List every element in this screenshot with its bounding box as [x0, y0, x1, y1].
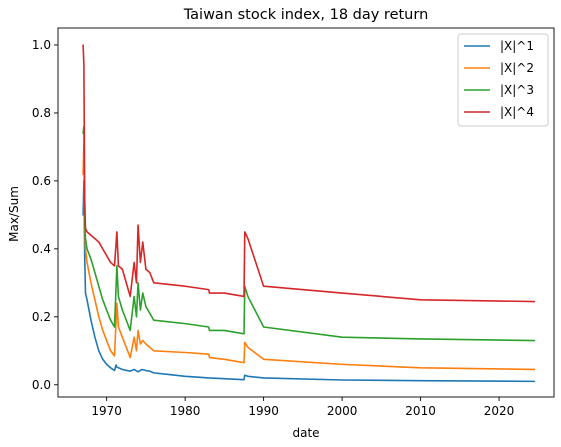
x-axis-label: date: [292, 426, 319, 440]
y-tick-label: 0.2: [32, 310, 51, 324]
series-line-1: [82, 180, 536, 383]
y-tick-label: 0.0: [32, 378, 51, 392]
x-tick-label: 2020: [484, 404, 515, 418]
legend-label: |X|^2: [500, 61, 534, 75]
legend-label: |X|^1: [500, 39, 534, 53]
y-tick-label: 0.6: [32, 174, 51, 188]
series-line-3: [82, 125, 536, 342]
x-tick-label: 2010: [405, 404, 436, 418]
y-tick-label: 1.0: [32, 38, 51, 52]
y-tick-label: 0.4: [32, 242, 51, 256]
legend: |X|^1 |X|^2 |X|^3 |X|^4: [457, 33, 549, 127]
legend-label: |X|^3: [500, 83, 534, 97]
x-tick-label: 1980: [170, 404, 201, 418]
x-tick-label: 2000: [327, 404, 358, 418]
plot-area: [82, 44, 536, 383]
legend-label: |X|^4: [500, 105, 534, 119]
series-line-2: [82, 142, 536, 371]
chart-title: Taiwan stock index, 18 day return: [183, 7, 429, 23]
legend-frame: [457, 33, 549, 127]
axes: 1970 1980 1990 2000 2010 2020 0.0 0.2 0.4 0.6 0.8 1…: [32, 27, 555, 418]
y-axis-label: Max/Sum: [7, 186, 21, 242]
y-tick-label: 0.8: [32, 106, 51, 120]
plot-frame: [57, 27, 555, 398]
series-line-4: [82, 44, 536, 303]
x-tick-label: 1990: [248, 404, 279, 418]
x-tick-label: 1970: [91, 404, 122, 418]
